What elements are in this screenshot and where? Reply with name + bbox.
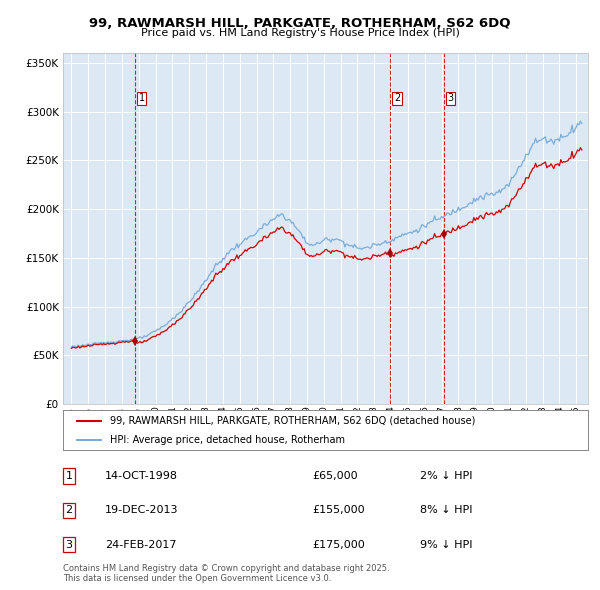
- Text: 8% ↓ HPI: 8% ↓ HPI: [420, 506, 473, 515]
- Text: 3: 3: [65, 540, 73, 549]
- Text: 14-OCT-1998: 14-OCT-1998: [105, 471, 178, 481]
- Text: 2: 2: [394, 93, 400, 103]
- Text: Contains HM Land Registry data © Crown copyright and database right 2025.
This d: Contains HM Land Registry data © Crown c…: [63, 563, 389, 583]
- Text: 2: 2: [65, 506, 73, 515]
- Text: 2% ↓ HPI: 2% ↓ HPI: [420, 471, 473, 481]
- Text: 3: 3: [448, 93, 454, 103]
- Text: 19-DEC-2013: 19-DEC-2013: [105, 506, 179, 515]
- Text: 99, RAWMARSH HILL, PARKGATE, ROTHERHAM, S62 6DQ (detached house): 99, RAWMARSH HILL, PARKGATE, ROTHERHAM, …: [110, 416, 476, 426]
- Text: HPI: Average price, detached house, Rotherham: HPI: Average price, detached house, Roth…: [110, 435, 345, 445]
- Text: 1: 1: [65, 471, 73, 481]
- Text: 9% ↓ HPI: 9% ↓ HPI: [420, 540, 473, 549]
- Text: 24-FEB-2017: 24-FEB-2017: [105, 540, 176, 549]
- Text: £155,000: £155,000: [312, 506, 365, 515]
- Text: 1: 1: [139, 93, 145, 103]
- Text: 99, RAWMARSH HILL, PARKGATE, ROTHERHAM, S62 6DQ: 99, RAWMARSH HILL, PARKGATE, ROTHERHAM, …: [89, 17, 511, 30]
- Text: £175,000: £175,000: [312, 540, 365, 549]
- Text: £65,000: £65,000: [312, 471, 358, 481]
- Text: Price paid vs. HM Land Registry's House Price Index (HPI): Price paid vs. HM Land Registry's House …: [140, 28, 460, 38]
